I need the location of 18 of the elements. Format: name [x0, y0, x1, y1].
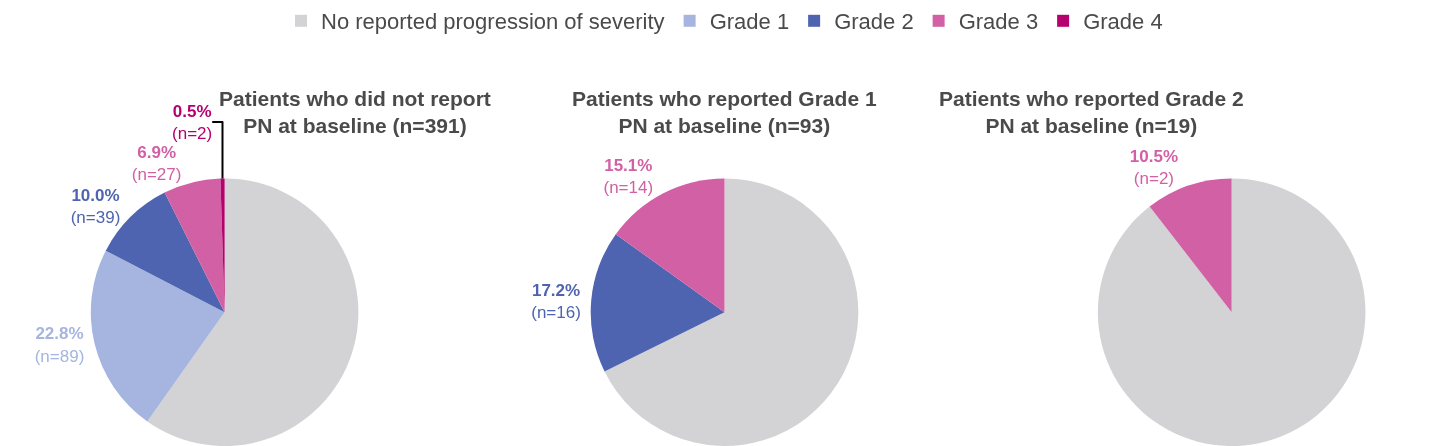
pie-slice: [590, 234, 725, 372]
data-label: 10.5% (n=2): [1129, 146, 1179, 188]
data-label: 17.2% (n=16): [531, 280, 581, 322]
pie-slice: [604, 178, 859, 446]
legend-label: Grade 3: [958, 9, 1039, 35]
data-label: 6.9% (n=27): [131, 142, 182, 184]
data-label: 22.8% (n=89): [34, 324, 85, 366]
chart-title: Patients who reported Grade 1 PN at baseline (n=93): [572, 87, 877, 138]
pie-slice: [90, 250, 225, 422]
legend-label: Grade 1: [709, 9, 790, 35]
text: Patients who did not report PN at baseline (n=391): [219, 87, 491, 138]
legend-label: No reported progression of severity: [321, 9, 665, 35]
chart-title: Patients who reported Grade 2 PN at baseline (n=19): [939, 87, 1244, 138]
legend-label: Grade 4: [1083, 9, 1163, 35]
data-label: 10.0% (n=39): [70, 186, 121, 228]
data-label: 0.5% (n=2): [172, 101, 213, 143]
data-label: 15.1% (n=14): [603, 156, 654, 198]
legend-label: Grade 2: [834, 9, 914, 35]
